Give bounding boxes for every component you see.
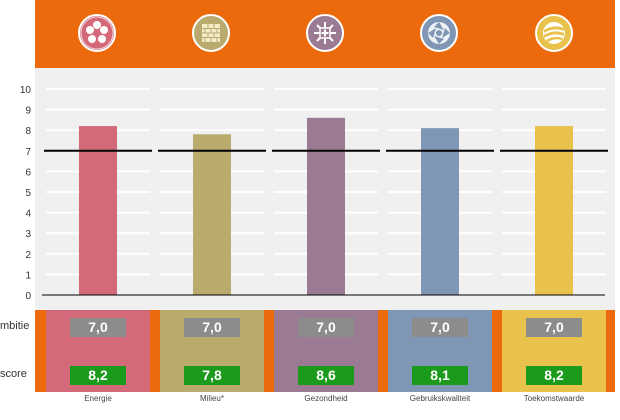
y-tick-label: 7 <box>25 147 31 158</box>
y-tick-label: 8 <box>25 126 31 137</box>
gezondheid-cross-icon[interactable] <box>306 14 344 52</box>
score-value: 8,6 <box>298 366 354 385</box>
ambitie-value: 7,0 <box>412 318 468 337</box>
ambitie-value: 7,0 <box>526 318 582 337</box>
y-tick-label: 6 <box>25 167 31 178</box>
category-label: Gebruikskwaliteit <box>409 394 471 403</box>
y-tick-label: 3 <box>25 229 31 240</box>
bar-gezondheid <box>307 117 345 295</box>
score-value: 7,8 <box>184 366 240 385</box>
energie-flower-icon[interactable] <box>78 14 116 52</box>
ambitie-value: 7,0 <box>70 318 126 337</box>
milieu-brick-icon[interactable] <box>192 14 230 52</box>
category-label: Gezondheid <box>304 394 348 403</box>
category-label: Toekomstwaarde <box>523 394 585 403</box>
score-block: 7,0 8,6 <box>274 310 378 392</box>
gebruikskwaliteit-aperture-icon[interactable] <box>420 14 458 52</box>
score-value: 8,2 <box>70 366 126 385</box>
ambitie-value: 7,0 <box>298 318 354 337</box>
y-tick-label: 1 <box>25 270 31 281</box>
y-tick-label: 0 <box>25 291 31 302</box>
ambitie-value: 7,0 <box>184 318 240 337</box>
y-tick-label: 2 <box>25 250 31 261</box>
bar-toekomstwaarde <box>535 126 573 295</box>
y-tick-label: 10 <box>20 85 32 96</box>
score-block: 7,0 8,2 <box>46 310 150 392</box>
y-tick-label: 9 <box>25 106 31 117</box>
y-tick-label: 5 <box>25 188 31 199</box>
ambitie-row-label: mbitie <box>0 320 30 332</box>
bar-milieu <box>193 134 231 295</box>
score-block: 7,0 7,8 <box>160 310 264 392</box>
bar-gebruikskwaliteit <box>421 128 459 295</box>
score-row-label: score <box>0 368 27 380</box>
score-value: 8,2 <box>526 366 582 385</box>
score-block: 7,0 8,1 <box>388 310 492 392</box>
bar-energie <box>79 126 117 295</box>
category-label: Milieu* <box>199 394 224 403</box>
toekomstwaarde-sphere-icon[interactable] <box>535 14 573 52</box>
score-value: 8,1 <box>412 366 468 385</box>
category-label: Energie <box>84 394 112 403</box>
score-block: 7,0 8,2 <box>502 310 606 392</box>
y-tick-label: 4 <box>25 209 31 220</box>
